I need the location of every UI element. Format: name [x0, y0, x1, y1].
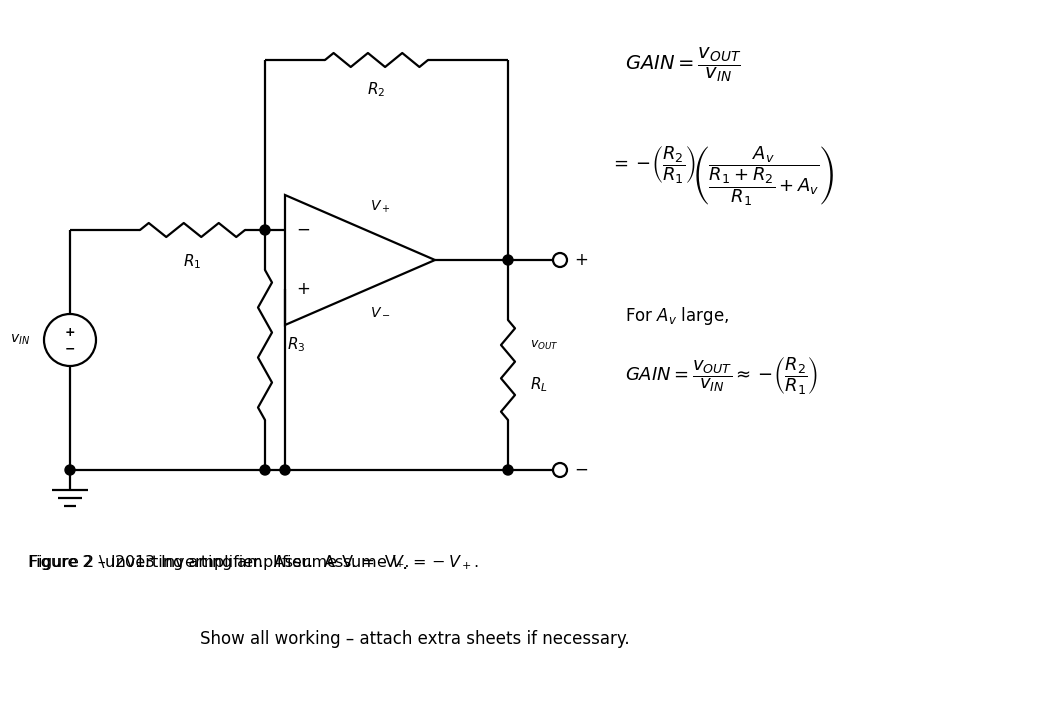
Circle shape	[260, 225, 270, 235]
Text: For $A_v$ large,: For $A_v$ large,	[625, 305, 729, 327]
Text: −: −	[296, 221, 310, 239]
Text: −: −	[65, 342, 75, 356]
Circle shape	[553, 253, 567, 267]
Text: −: −	[574, 461, 587, 479]
Circle shape	[503, 255, 513, 265]
Text: $R_3$: $R_3$	[287, 336, 306, 354]
Circle shape	[65, 465, 75, 475]
Text: $V_+$: $V_+$	[370, 199, 391, 215]
Text: $\mathit{GAIN} = \dfrac{v_{OUT}}{v_{IN}} \approx -\!\left(\dfrac{R_2}{R_1}\right: $\mathit{GAIN} = \dfrac{v_{OUT}}{v_{IN}}…	[625, 355, 819, 397]
Text: $R_1$: $R_1$	[183, 252, 201, 271]
Text: Figure 2 \u2013 Inverting amplifier.  Assume $V_{\mathbf{.}} = -V_+$.: Figure 2 \u2013 Inverting amplifier. Ass…	[28, 553, 480, 572]
Text: +: +	[296, 280, 310, 298]
Text: $R_2$: $R_2$	[366, 80, 385, 99]
Circle shape	[260, 465, 270, 475]
Text: $\mathit{GAIN} = \dfrac{v_{OUT}}{v_{IN}}$: $\mathit{GAIN} = \dfrac{v_{OUT}}{v_{IN}}…	[625, 45, 741, 83]
Text: Figure 2 – Inverting amplifier.  Assume V. = -V₊.: Figure 2 – Inverting amplifier. Assume V…	[28, 555, 409, 570]
Text: +: +	[65, 325, 75, 339]
Text: $v_{IN}$: $v_{IN}$	[9, 333, 30, 347]
Circle shape	[280, 465, 290, 475]
Text: $V_-$: $V_-$	[370, 304, 391, 318]
Circle shape	[553, 463, 567, 477]
Circle shape	[44, 314, 96, 366]
Text: +: +	[574, 251, 587, 269]
Circle shape	[503, 465, 513, 475]
Text: $v_{OUT}$: $v_{OUT}$	[530, 339, 559, 351]
Text: $= -\!\left(\dfrac{R_2}{R_1}\right)\!\left(\dfrac{A_v}{\dfrac{R_1 + R_2}{R_1} + : $= -\!\left(\dfrac{R_2}{R_1}\right)\!\le…	[610, 145, 834, 209]
Text: Show all working – attach extra sheets if necessary.: Show all working – attach extra sheets i…	[200, 630, 629, 648]
Text: $R_L$: $R_L$	[530, 375, 548, 395]
